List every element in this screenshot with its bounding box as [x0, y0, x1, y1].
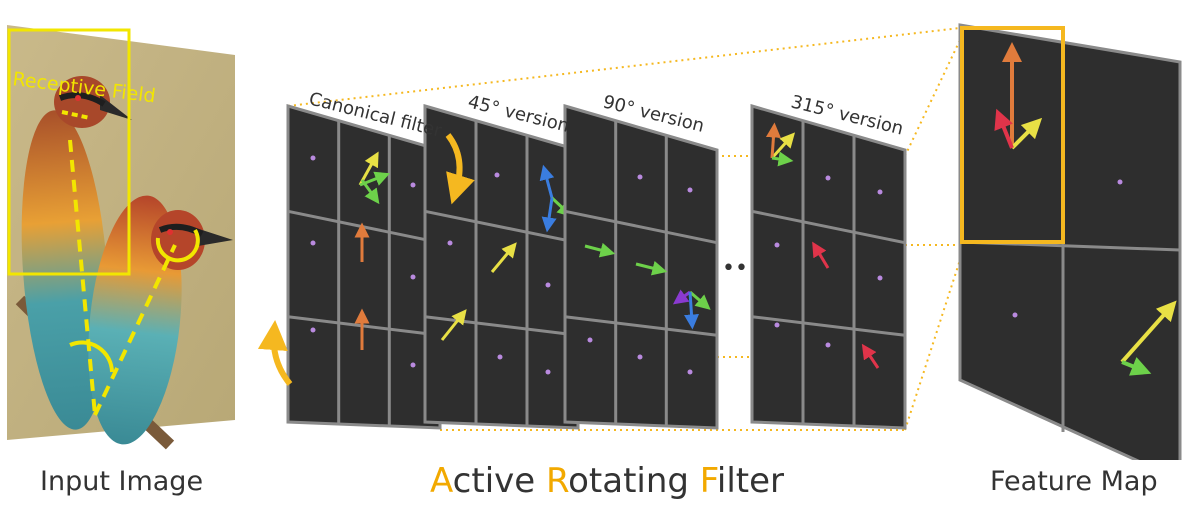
filter-315-panel [750, 104, 907, 430]
filter-90-panel [563, 104, 719, 430]
feature-map-caption: Feature Map [990, 466, 1158, 497]
rotation-arrow-back-icon [257, 320, 293, 386]
feature-map-panel [958, 23, 1182, 460]
arf-diagram: Receptive Field [7, 23, 1182, 460]
connector-lines [287, 27, 961, 431]
input-image-caption: Input Image [40, 466, 204, 497]
rotation-arrow-icon [445, 133, 475, 205]
input-image [7, 25, 235, 450]
canonical-filter-panel [286, 104, 442, 430]
arf-title: Active Rotating Filter [430, 461, 785, 501]
receptive-field-box [7, 28, 131, 276]
feature-highlight-box [960, 26, 1065, 244]
filter-45-panel [423, 104, 580, 430]
